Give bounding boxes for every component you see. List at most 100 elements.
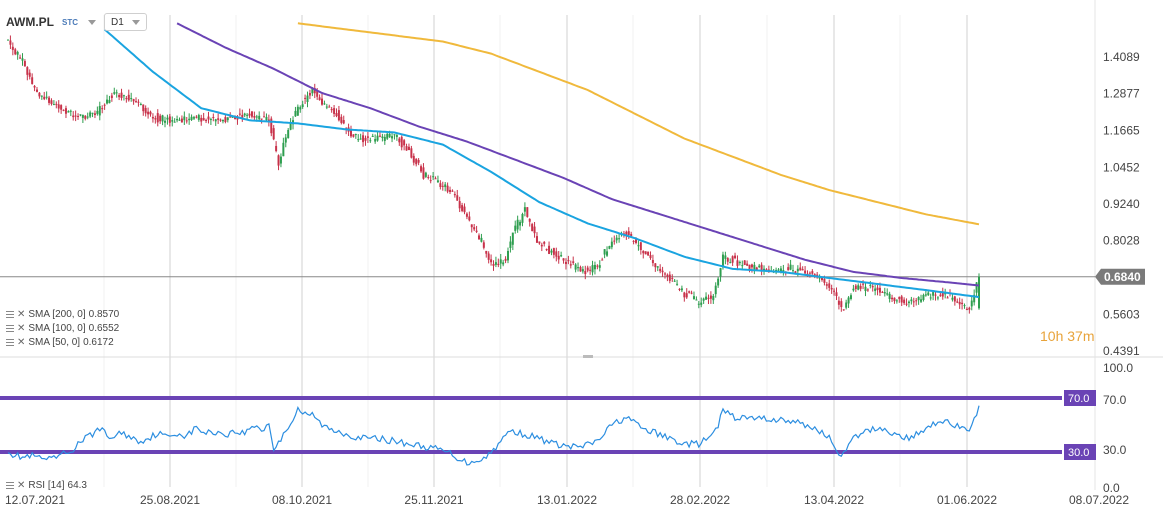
sma100-line <box>176 22 980 287</box>
close-icon[interactable]: ✕ <box>17 309 26 320</box>
candle-bull <box>591 265 594 273</box>
close-icon[interactable]: ✕ <box>17 480 26 491</box>
candle-bear <box>903 299 906 304</box>
candle-bull <box>970 300 973 307</box>
candle-bull <box>695 299 698 301</box>
candle-bear <box>23 61 26 67</box>
candle-bear <box>400 136 403 148</box>
candle-bull <box>929 297 932 299</box>
candle-bull <box>81 114 84 118</box>
candle-bull <box>951 297 954 300</box>
candle-bull <box>763 268 766 271</box>
candle-bear <box>900 296 903 303</box>
candle-bull <box>847 297 850 304</box>
settings-icon[interactable] <box>6 339 14 347</box>
candle-bear <box>811 271 814 274</box>
rsi-level-label: 70.0 <box>1068 393 1089 405</box>
candle-bear <box>596 265 599 267</box>
candle-bear <box>871 286 874 288</box>
candle-bull <box>106 99 109 104</box>
candle-bull <box>391 136 394 139</box>
candle-bull <box>656 266 659 268</box>
rsi-legend[interactable]: ✕ RSI [14] 64.3 <box>6 480 87 491</box>
candle-bear <box>321 98 324 105</box>
candle-bear <box>545 249 548 251</box>
candle-bear <box>835 292 838 297</box>
candle-bull <box>789 264 792 270</box>
candle-bear <box>270 118 273 134</box>
candle-bear <box>156 113 159 123</box>
candle-bear <box>74 115 77 117</box>
candle-bear <box>799 267 802 271</box>
candle-bull <box>325 106 328 108</box>
candle-bear <box>490 259 493 263</box>
candle-bear <box>671 277 674 279</box>
x-tick-label: 01.06.2022 <box>937 493 997 507</box>
legend-item-sma50[interactable]: ✕ SMA [50, 0] 0.6172 <box>6 336 119 350</box>
close-icon[interactable]: ✕ <box>17 323 26 334</box>
candle-bull <box>284 137 287 143</box>
symbol-label[interactable]: AWM.PL <box>6 15 54 29</box>
candle-bear <box>463 206 466 213</box>
candle-bull <box>692 296 695 300</box>
candle-bear <box>961 302 964 305</box>
candle-bull <box>782 270 785 273</box>
close-icon[interactable]: ✕ <box>17 337 26 348</box>
y-tick-label: 1.4089 <box>1103 50 1140 64</box>
candle-bear <box>755 267 758 270</box>
candle-bear <box>137 101 140 103</box>
candle-bear <box>362 135 365 143</box>
legend-value: 0.6172 <box>83 337 114 348</box>
legend-item-sma200[interactable]: ✕ SMA [200, 0] 0.8570 <box>6 308 119 322</box>
rsi-line <box>7 405 980 466</box>
candle-bull <box>173 121 176 123</box>
rsi-level-tag <box>1064 390 1096 406</box>
candle-bear <box>731 256 734 263</box>
candle-bull <box>598 265 601 268</box>
y-tick-label: 1.2877 <box>1103 87 1140 101</box>
chart-toolbar: AWM.PL STC D1 <box>6 12 147 32</box>
rsi-level-tag <box>1064 444 1096 460</box>
candle-bear <box>893 297 896 302</box>
candle-bull <box>874 288 877 291</box>
candle-bear <box>828 283 831 288</box>
settings-icon[interactable] <box>6 481 14 490</box>
candle-bear <box>644 251 647 255</box>
candle-bear <box>647 251 650 256</box>
candle-bull <box>323 103 326 105</box>
settings-icon[interactable] <box>6 325 14 333</box>
candle-bull <box>371 135 374 137</box>
candle-bear <box>38 92 41 97</box>
candle-bear <box>26 67 29 75</box>
candle-bull <box>917 297 920 301</box>
candle-bear <box>808 272 811 274</box>
symbol-dropdown-icon[interactable] <box>88 19 96 25</box>
candle-bear <box>427 176 430 178</box>
candle-bull <box>98 106 101 116</box>
candle-bull <box>86 116 89 118</box>
candle-bear <box>475 230 478 232</box>
candle-bear <box>941 292 944 297</box>
candle-bear <box>497 263 500 266</box>
candle-bear <box>313 88 316 94</box>
candle-bull <box>719 268 722 277</box>
candle-bull <box>255 116 258 118</box>
candle-bull <box>610 241 613 248</box>
candle-bear <box>154 118 157 120</box>
candle-bear <box>866 289 869 291</box>
candle-bear <box>567 260 570 262</box>
candle-bear <box>120 92 123 98</box>
timeframe-select[interactable]: D1 <box>104 13 147 31</box>
candle-bull <box>108 99 111 104</box>
candle-bear <box>956 301 959 303</box>
candle-bull <box>197 115 200 120</box>
candle-bear <box>478 235 481 240</box>
candle-bull <box>792 270 795 272</box>
candle-bear <box>224 117 227 123</box>
settings-icon[interactable] <box>6 311 14 319</box>
legend-item-sma100[interactable]: ✕ SMA [100, 0] 0.6552 <box>6 322 119 336</box>
candle-bear <box>337 110 340 121</box>
candle-bull <box>936 297 939 299</box>
